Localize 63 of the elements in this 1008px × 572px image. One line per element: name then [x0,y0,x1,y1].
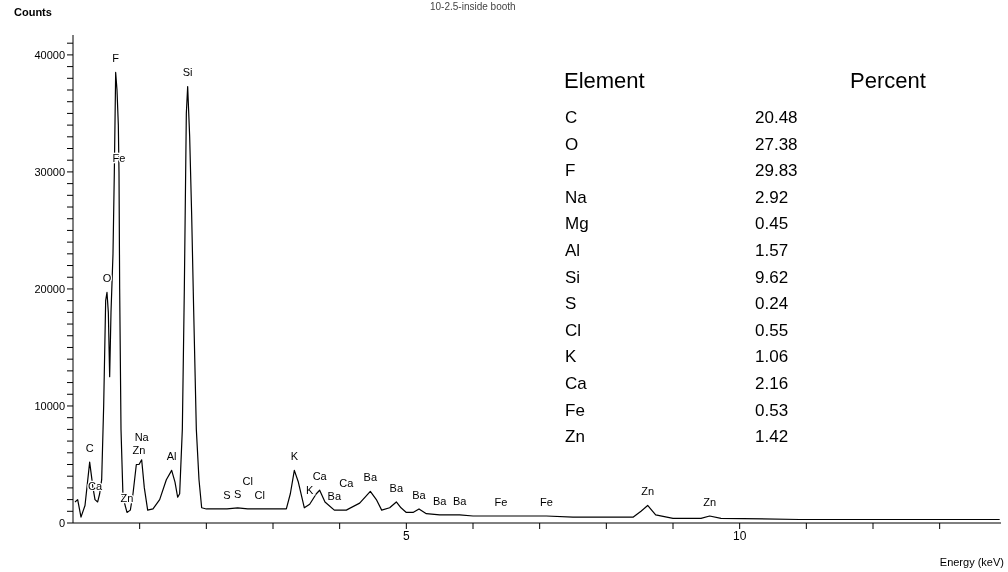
data-label: 0.45 [755,214,789,235]
annotation: Zn [703,495,717,508]
data-label: 2.92 [755,187,789,208]
data-label: 20.48 [755,108,798,128]
annotation: Si [182,66,193,79]
data-label: 29.83 [755,161,798,182]
category-label: Zn [565,427,585,448]
category-label: Ca [565,373,587,394]
data-label: 1.57 [755,240,789,261]
data-label: 0.55 [755,320,789,341]
annotation: Percent [850,68,926,94]
annotation: Cl [254,488,265,501]
category-label: Si [565,267,581,288]
text: 10-2.5-inside booth [430,1,516,12]
y-tick-label: 30000 [34,165,65,178]
annotation: Ba [432,494,448,507]
annotation: C [85,442,94,455]
annotation: S [223,488,231,501]
annotation: Fe [494,495,508,508]
annotation: Ba [389,481,404,494]
category-label: Na [565,187,587,208]
x-tick-label: 5 [402,528,410,543]
data-label: 2.16 [755,373,789,394]
category-label: K [565,347,577,368]
annotation: K [290,450,299,463]
data-label: 0.53 [755,400,789,421]
annotation: Ba [363,471,378,484]
category-label: F [565,161,576,182]
y-tick-label: 40000 [34,48,65,61]
category-label: Al [565,240,581,261]
x-axis-title: Energy (keV) [939,556,1004,568]
category-label: Fe [565,400,585,421]
y-tick-label: 10000 [34,399,65,412]
annotation: Na [134,431,150,444]
data-label: 1.42 [755,427,789,448]
category-label: Cl [565,320,582,341]
annotation: F [112,52,120,65]
category-label: O [565,134,579,155]
data-label: 0.24 [755,294,789,315]
data-label: 1.06 [755,347,789,368]
annotation: Ca [312,470,328,483]
annotation: Cl [242,474,253,487]
annotation: Fe [539,495,553,508]
annotation: Element [564,68,645,94]
annotation: Ba [327,490,342,503]
annotation: Zn [641,485,655,498]
annotation: Zn [132,444,146,457]
annotation: O [102,272,112,285]
data-label: 9.62 [755,267,789,288]
annotation: Ba [412,488,427,501]
data-label: 27.38 [755,134,798,155]
y-tick-label: 0 [58,516,65,529]
category-label: Mg [565,214,589,235]
annotation: Ba [452,494,468,507]
annotation: Ca [339,477,355,490]
y-axis-title: Counts [14,6,52,18]
category-label: S [565,294,577,315]
annotation: S [233,487,242,500]
category-label: C [565,108,578,128]
annotation: K [305,484,314,497]
x-tick-label: 10 [732,528,747,543]
y-tick-label: 20000 [34,282,65,295]
annotation: Al [166,450,177,463]
